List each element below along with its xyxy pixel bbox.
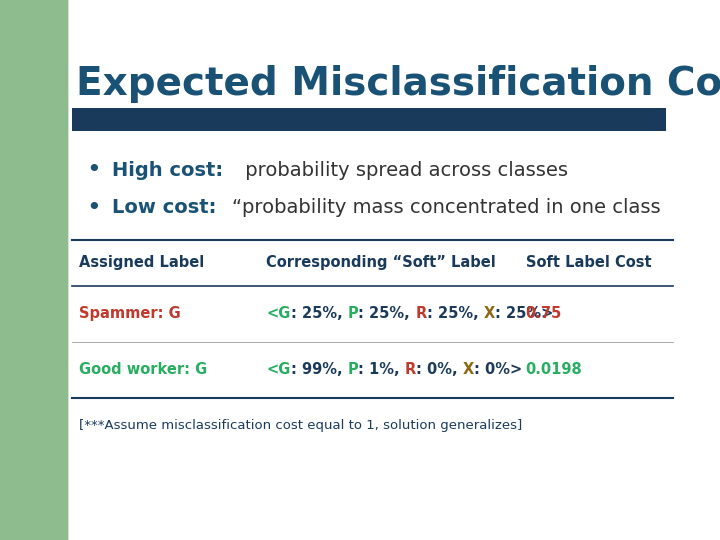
Text: X: X <box>483 306 495 321</box>
Text: 0.0198: 0.0198 <box>526 362 582 377</box>
Text: : 99%,: : 99%, <box>291 362 348 377</box>
Text: Corresponding “Soft” Label: Corresponding “Soft” Label <box>266 255 496 271</box>
Text: : 25%,: : 25%, <box>291 306 348 321</box>
Text: Low cost:: Low cost: <box>112 198 216 218</box>
Text: [***Assume misclassification cost equal to 1, solution generalizes]: [***Assume misclassification cost equal … <box>79 418 523 431</box>
Text: R: R <box>415 306 426 321</box>
Text: Expected Misclassification Cost: Expected Misclassification Cost <box>76 65 720 103</box>
Text: : 25%,: : 25%, <box>359 306 415 321</box>
Text: : 25%>: : 25%> <box>495 306 553 321</box>
Text: 0.75: 0.75 <box>526 306 562 321</box>
Text: : 0%,: : 0%, <box>416 362 463 377</box>
Text: Good worker: G: Good worker: G <box>79 362 207 377</box>
Text: : 25%,: : 25%, <box>426 306 483 321</box>
Text: probability spread across classes: probability spread across classes <box>239 160 568 180</box>
Text: X: X <box>463 362 474 377</box>
Text: “probability mass concentrated in one class: “probability mass concentrated in one cl… <box>232 198 660 218</box>
Text: Spammer: G: Spammer: G <box>79 306 181 321</box>
Text: <G: <G <box>266 362 291 377</box>
Text: High cost:: High cost: <box>112 160 222 180</box>
Text: P: P <box>348 362 359 377</box>
Text: <G: <G <box>266 306 291 321</box>
Text: •: • <box>86 196 101 220</box>
Text: : 0%>: : 0%> <box>474 362 523 377</box>
Text: P: P <box>348 306 359 321</box>
Text: •: • <box>86 158 101 182</box>
Text: R: R <box>405 362 416 377</box>
Text: : 1%,: : 1%, <box>359 362 405 377</box>
Text: Soft Label Cost: Soft Label Cost <box>526 255 651 271</box>
Text: Assigned Label: Assigned Label <box>79 255 204 271</box>
